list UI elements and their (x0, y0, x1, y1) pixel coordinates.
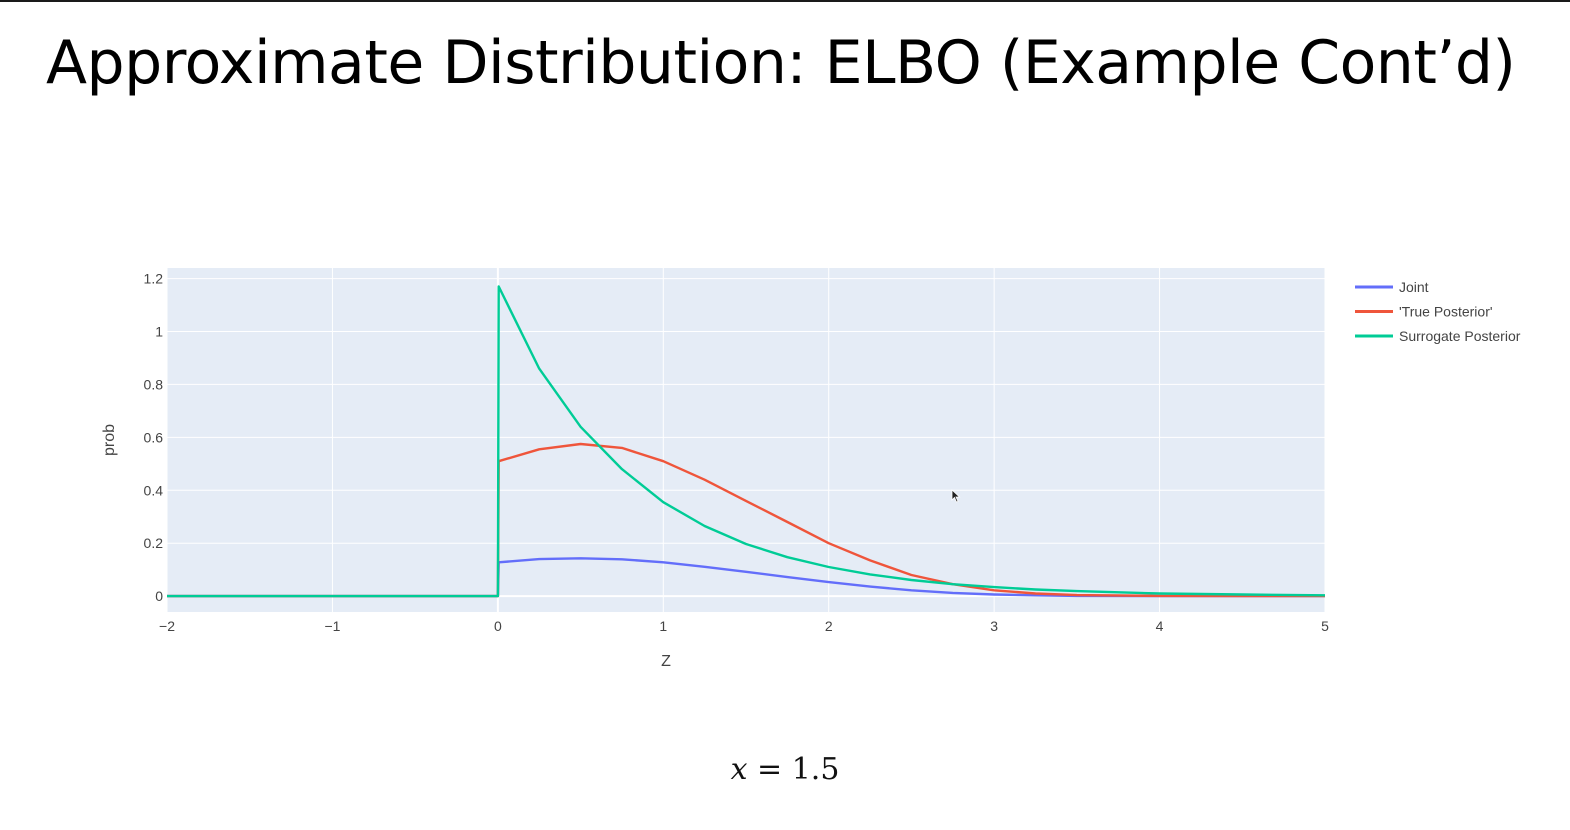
plot-background (167, 268, 1325, 612)
series-line-1 (167, 442, 1325, 598)
x-tick-label: −2 (159, 618, 175, 634)
y-tick-label: 0 (155, 588, 163, 604)
y-tick-label: 0.6 (144, 429, 164, 445)
equation-value: = 1.5 (747, 752, 840, 787)
series-line-2 (167, 285, 1326, 598)
y-tick-label: 1.2 (144, 271, 164, 287)
x-tick-label: 2 (825, 618, 833, 634)
x-tick-label: 3 (990, 618, 998, 634)
slide-title: Approximate Distribution: ELBO (Example … (46, 28, 1516, 98)
equation: x = 1.5 (0, 752, 1570, 787)
top-rule (0, 0, 1570, 2)
y-axis-title: prob (101, 424, 118, 456)
legend-item[interactable]: Surrogate Posterior (1355, 328, 1521, 344)
x-tick-label: 0 (494, 618, 502, 634)
x-axis-title: Z (661, 653, 671, 670)
y-tick-label: 0.4 (144, 482, 164, 498)
legend-label: Joint (1399, 279, 1429, 295)
legend-label: 'True Posterior' (1399, 304, 1493, 320)
x-tick-label: 4 (1156, 618, 1164, 634)
legend-label: Surrogate Posterior (1399, 328, 1521, 344)
legend[interactable]: Joint 'True Posterior' Surrogate Posterior (1355, 279, 1521, 344)
x-tick-label: 1 (659, 618, 667, 634)
series-layer (167, 285, 1326, 598)
y-tick-label: 1 (155, 324, 163, 340)
equation-variable: x (730, 752, 748, 787)
legend-item[interactable]: 'True Posterior' (1355, 304, 1493, 320)
tick-layer: −2 −1 0 1 2 3 4 5 0 0.2 0.4 0.6 0.8 1 1.2 (144, 271, 1330, 634)
x-tick-label: −1 (324, 618, 340, 634)
y-tick-label: 0.2 (144, 535, 164, 551)
y-tick-label: 0.8 (144, 376, 164, 392)
x-tick-label: 5 (1321, 618, 1329, 634)
mouse-cursor-icon (951, 489, 961, 503)
legend-item[interactable]: Joint (1355, 279, 1429, 295)
